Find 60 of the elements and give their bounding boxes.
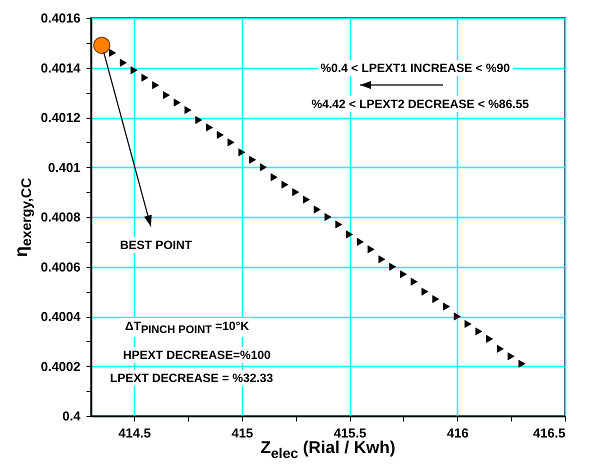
annotation: LPEXT DECREASE = %32.33 bbox=[107, 370, 276, 386]
point bbox=[152, 81, 160, 90]
y-tick-label: 0.4014 bbox=[40, 60, 82, 76]
point bbox=[389, 262, 396, 271]
point bbox=[443, 302, 450, 311]
annotation: %0.4 < LPEXT1 INCREASE < %90 bbox=[318, 60, 513, 76]
annotation: BEST POINT bbox=[117, 237, 196, 253]
y-tick-label: 0.4 bbox=[62, 408, 82, 424]
point bbox=[130, 66, 138, 74]
point bbox=[238, 148, 246, 156]
x-axis-title: Z$_{elec}$ (Rial / Kwh) bbox=[260, 438, 396, 461]
x-tick-label: 414.5 bbox=[118, 426, 151, 440]
annotation: %4.42 < LPEXT2 DECREASE < %86.55 bbox=[308, 96, 532, 112]
point bbox=[270, 173, 278, 182]
y-tick-label: 0.4016 bbox=[40, 10, 80, 26]
point bbox=[454, 312, 461, 320]
y-tick-label: 0.4008 bbox=[40, 210, 80, 224]
y-tick-label: 0.4004 bbox=[40, 309, 82, 324]
x-tick-label: 416 bbox=[446, 426, 469, 440]
point bbox=[314, 206, 321, 214]
point bbox=[378, 255, 386, 264]
point bbox=[410, 278, 418, 286]
y-tick-label: 0.4012 bbox=[40, 110, 80, 125]
point bbox=[496, 344, 504, 353]
point bbox=[335, 220, 342, 228]
point bbox=[195, 116, 202, 124]
x-tick-label: 415 bbox=[231, 426, 254, 440]
point bbox=[216, 130, 224, 139]
y-tick-label: 0.401 bbox=[48, 160, 80, 175]
point bbox=[421, 288, 428, 296]
point bbox=[184, 106, 192, 114]
point bbox=[400, 270, 407, 278]
point bbox=[346, 230, 354, 238]
point bbox=[508, 352, 515, 360]
x-tick-label: 415.5 bbox=[334, 426, 366, 440]
point bbox=[93, 36, 110, 54]
point bbox=[302, 196, 310, 204]
point bbox=[324, 213, 332, 221]
x-tick-label: 416.5 bbox=[532, 426, 566, 440]
point bbox=[292, 188, 300, 196]
point bbox=[109, 48, 116, 57]
point bbox=[174, 98, 181, 107]
point bbox=[206, 123, 213, 132]
point bbox=[356, 238, 364, 246]
y-tick-label: 0.4002 bbox=[40, 358, 80, 374]
point bbox=[228, 138, 235, 146]
point bbox=[162, 91, 170, 100]
point bbox=[432, 295, 440, 304]
point bbox=[464, 320, 472, 328]
y-tick-label: 0.4006 bbox=[40, 259, 80, 274]
point bbox=[281, 180, 288, 189]
point bbox=[249, 156, 256, 164]
point bbox=[120, 58, 127, 67]
point bbox=[260, 163, 267, 172]
point bbox=[368, 245, 375, 254]
annotation: HPEXT DECREASE=%100 bbox=[120, 347, 274, 363]
point bbox=[475, 327, 482, 336]
point bbox=[141, 74, 148, 82]
point bbox=[486, 334, 494, 343]
point bbox=[518, 360, 526, 368]
